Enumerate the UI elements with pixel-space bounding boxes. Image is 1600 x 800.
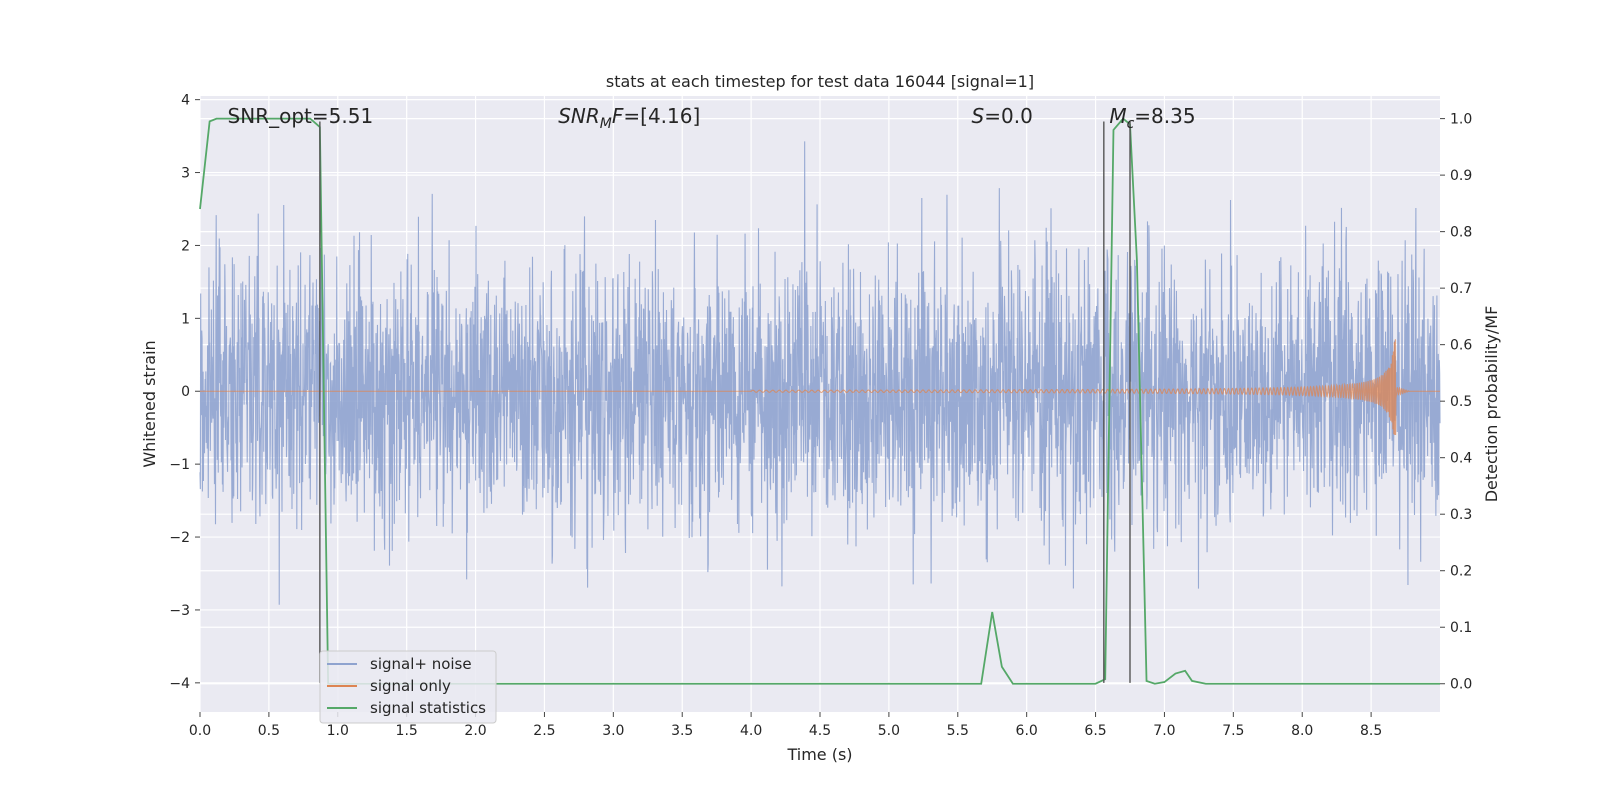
- y-right-tick-label: 0.0: [1450, 677, 1472, 693]
- legend-box: [319, 650, 497, 724]
- annotation-text: Mc=8.35: [1109, 104, 1195, 132]
- y-tick-label: −2: [169, 530, 190, 546]
- series-layer: [199, 117, 1441, 685]
- y-tick-label: 1: [181, 311, 190, 327]
- axis-layer: 0.0 0.5 1.0 1.5 2.0 2.5 3.0 3.5 4.0 4.5 5.0 5.5 6.0 6…: [169, 93, 1472, 739]
- y-right-tick-label: 0.4: [1450, 451, 1472, 467]
- y-right-tick-label: 1.0: [1450, 112, 1472, 128]
- y-right-tick-label: 0.2: [1450, 564, 1472, 580]
- y-right-tick-label: 0.3: [1450, 507, 1472, 523]
- y-axis-label-right: Detection probability/MF: [1482, 306, 1501, 503]
- chart-title: stats at each timestep for test data 160…: [606, 72, 1034, 91]
- x-tick-label: 2.5: [533, 723, 555, 739]
- annotation-text: SNRMF=[4.16]: [558, 104, 700, 132]
- x-tick-label: 3.5: [671, 723, 693, 739]
- y-axis-label: Whitened strain: [140, 340, 159, 467]
- x-tick-label: 0.0: [189, 723, 211, 739]
- y-right-tick-label: 0.9: [1450, 168, 1472, 184]
- y-tick-label: 4: [181, 93, 190, 109]
- x-tick-label: 0.5: [258, 723, 280, 739]
- x-tick-label: 7.5: [1222, 723, 1244, 739]
- x-tick-label: 4.5: [809, 723, 831, 739]
- x-tick-label: 6.0: [1016, 723, 1038, 739]
- series-signal-statistics-line: [199, 117, 1440, 685]
- y-right-tick-label: 0.1: [1450, 620, 1472, 636]
- x-tick-label: 4.0: [740, 723, 762, 739]
- x-tick-label: 1.5: [396, 723, 418, 739]
- legend-label-signal-noise: signal+ noise: [370, 655, 472, 673]
- x-tick-label: 1.0: [327, 723, 349, 739]
- legend: signal+ noise signal only signal statist…: [319, 650, 497, 724]
- series-signal-only-line: [200, 339, 1440, 435]
- y-tick-label: −1: [169, 457, 190, 473]
- y-right-tick-label: 0.7: [1450, 281, 1472, 297]
- y-tick-label: −3: [169, 603, 190, 619]
- x-tick-label: 3.0: [602, 723, 624, 739]
- x-tick-label: 8.0: [1291, 723, 1313, 739]
- annotation-text: SNR_opt=5.51: [228, 104, 374, 128]
- x-axis-label: Time (s): [786, 745, 852, 764]
- annotations: SNR_opt=5.51 SNRMF=[4.16] S=0.0 Mc=8.35: [228, 104, 1196, 132]
- y-tick-label: −4: [169, 676, 190, 692]
- x-tick-label: 6.5: [1084, 723, 1106, 739]
- y-right-tick-label: 0.5: [1450, 394, 1472, 410]
- y-tick-label: 0: [181, 384, 190, 400]
- legend-label-signal-statistics: signal statistics: [370, 699, 486, 717]
- y-right-tick-label: 0.6: [1450, 338, 1472, 354]
- vertical-lines: [319, 121, 1131, 683]
- y-tick-label: 3: [181, 166, 190, 182]
- x-tick-label: 7.0: [1153, 723, 1175, 739]
- y-tick-label: 2: [181, 238, 190, 254]
- x-tick-label: 5.5: [947, 723, 969, 739]
- annotation-text: S=0.0: [972, 104, 1033, 128]
- y-right-tick-label: 0.8: [1450, 225, 1472, 241]
- x-tick-label: 2.0: [464, 723, 486, 739]
- x-tick-label: 8.5: [1360, 723, 1382, 739]
- x-tick-label: 5.0: [878, 723, 900, 739]
- legend-label-signal-only: signal only: [370, 677, 451, 695]
- series-signal-noise-line: [199, 141, 1441, 605]
